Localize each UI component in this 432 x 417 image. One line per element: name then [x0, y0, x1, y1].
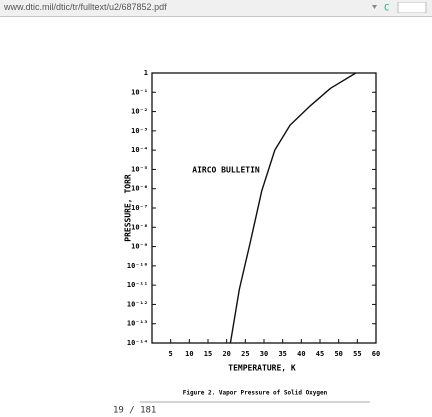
x-tick-label: 35 — [278, 350, 286, 358]
y-tick-label: 10⁻² — [131, 108, 148, 116]
x-axis-label: TEMPERATURE, K — [228, 364, 296, 373]
y-tick-label: 10⁻³ — [131, 127, 148, 135]
x-tick-label: 15 — [204, 350, 212, 358]
reload-icon[interactable]: C — [384, 4, 389, 14]
y-tick-label: 10⁻¹⁰ — [127, 262, 148, 270]
dropdown-icon[interactable] — [372, 5, 377, 9]
address-bar: www.dtic.mil/dtic/tr/fulltext/u2/687852.… — [0, 0, 432, 17]
toolbar-icons: C — [372, 2, 427, 14]
y-tick-label: 10⁻⁸ — [131, 223, 148, 231]
y-tick-label: 10⁻⁵ — [131, 165, 148, 173]
x-tick-label: 60 — [372, 350, 380, 358]
annotation: AIRCO BULLETIN — [192, 166, 260, 175]
y-axis-label: PRESSURE, TORR — [124, 174, 133, 242]
x-tick-label: 5 — [169, 350, 173, 358]
y-tick-label: 10⁻⁹ — [131, 243, 148, 251]
plot-frame — [151, 72, 377, 344]
data-line — [229, 72, 357, 344]
y-tick-label: 10⁻¹³ — [127, 320, 148, 328]
x-tick-label: 10 — [185, 350, 193, 358]
page-indicator: 19 / 181 — [113, 406, 156, 416]
caption: Figure 2. Vapor Pressure of Solid Oxygen — [183, 390, 328, 397]
y-tick-label: 1 — [144, 69, 148, 77]
y-tick-label: 10⁻⁶ — [131, 185, 148, 193]
x-tick-label: 20 — [222, 350, 230, 358]
y-tick-label: 10⁻¹¹ — [127, 281, 148, 289]
x-tick-label: 50 — [334, 350, 342, 358]
x-tick-label: 55 — [353, 350, 361, 358]
y-tick-label: 10⁻⁴ — [131, 146, 148, 154]
x-tick-label: 30 — [260, 350, 268, 358]
x-tick-label: 25 — [241, 350, 249, 358]
x-tick-label: 40 — [297, 350, 305, 358]
x-tick-label: 45 — [316, 350, 324, 358]
url[interactable]: www.dtic.mil/dtic/tr/fulltext/u2/687852.… — [4, 2, 167, 12]
y-tick-label: 10⁻¹² — [127, 300, 148, 308]
y-tick-label: 10⁻⁷ — [131, 204, 148, 212]
search-box[interactable] — [397, 2, 427, 13]
y-tick-label: 10⁻¹ — [131, 88, 148, 96]
y-tick-label: 10⁻¹⁴ — [127, 339, 148, 347]
